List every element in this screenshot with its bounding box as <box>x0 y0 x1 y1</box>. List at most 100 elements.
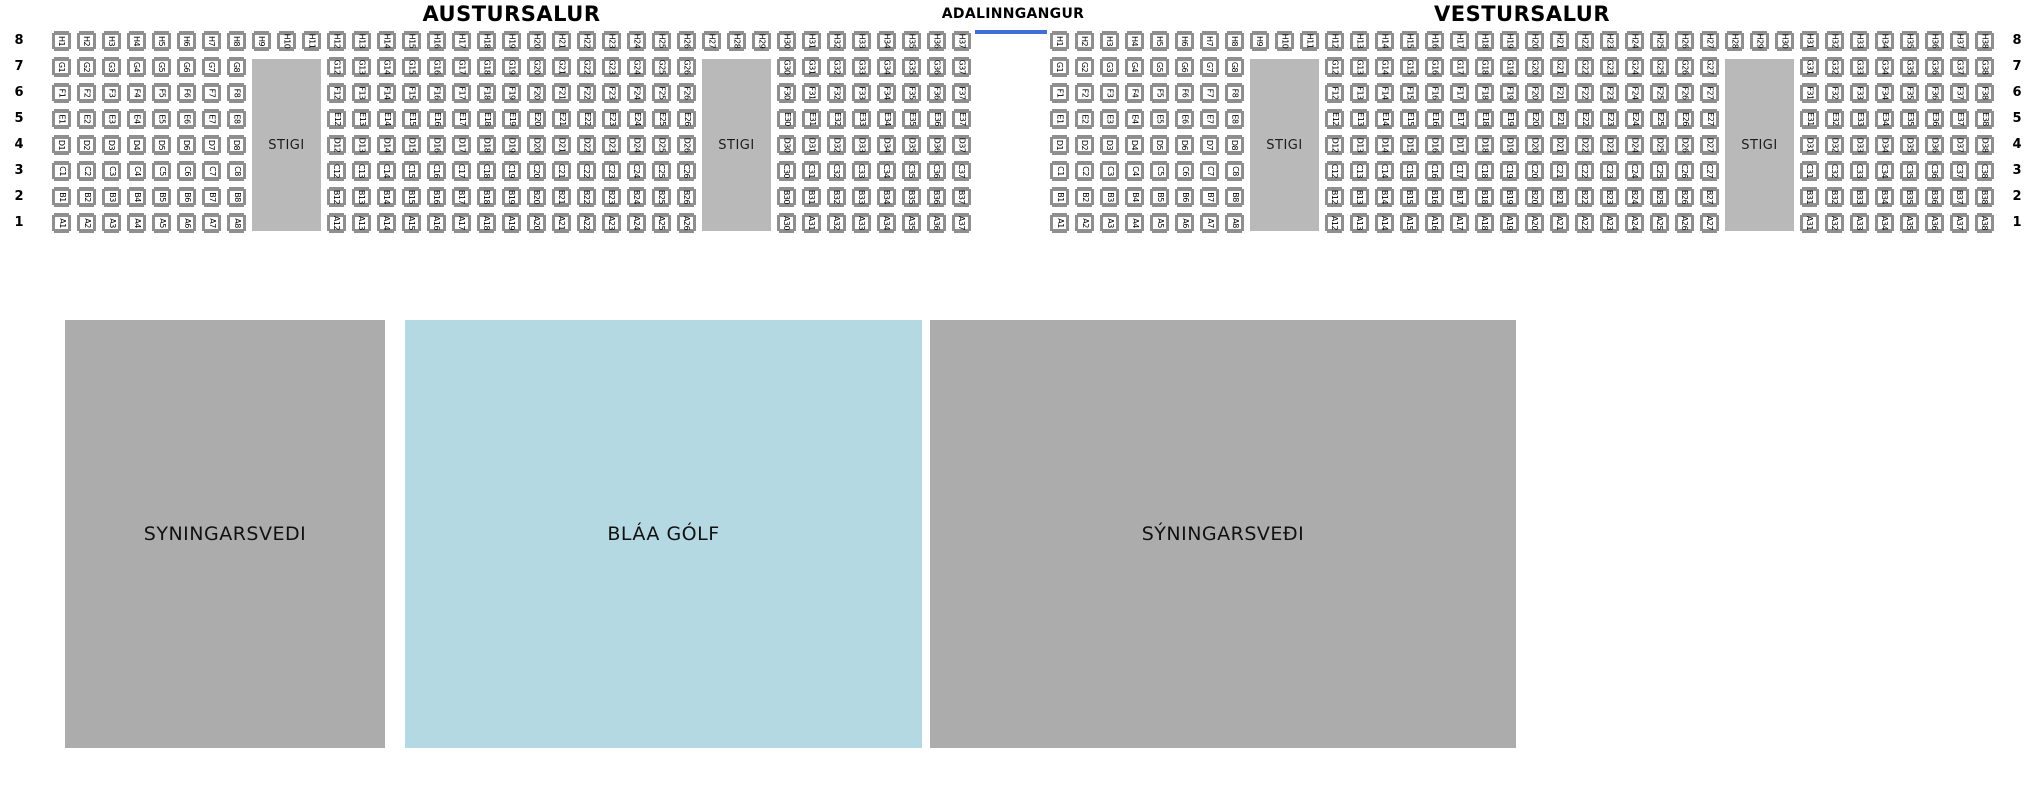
seat-H12[interactable]: H12 <box>1325 31 1344 51</box>
seat-G13[interactable]: G13 <box>352 57 371 77</box>
seat-H32[interactable]: H32 <box>1825 31 1844 51</box>
seat-H23[interactable]: H23 <box>1600 31 1619 51</box>
seat-A33[interactable]: A33 <box>1850 213 1869 233</box>
seat-G21[interactable]: G21 <box>1550 57 1569 77</box>
seat-D33[interactable]: D33 <box>852 135 871 155</box>
seat-G12[interactable]: G12 <box>1325 57 1344 77</box>
seat-H1[interactable]: H1 <box>1050 31 1069 51</box>
seat-H28[interactable]: H28 <box>727 31 746 51</box>
seat-C18[interactable]: C18 <box>1475 161 1494 181</box>
seat-B13[interactable]: B13 <box>1350 187 1369 207</box>
seat-C20[interactable]: C20 <box>1525 161 1544 181</box>
seat-F35[interactable]: F35 <box>1900 83 1919 103</box>
seat-C22[interactable]: C22 <box>1575 161 1594 181</box>
seat-E30[interactable]: E30 <box>777 109 796 129</box>
seat-G31[interactable]: G31 <box>1800 57 1819 77</box>
seat-H29[interactable]: H29 <box>1750 31 1769 51</box>
seat-A22[interactable]: A22 <box>577 213 596 233</box>
seat-H18[interactable]: H18 <box>477 31 496 51</box>
seat-C3[interactable]: C3 <box>102 161 121 181</box>
seat-H6[interactable]: H6 <box>177 31 196 51</box>
seat-A25[interactable]: A25 <box>652 213 671 233</box>
seat-E14[interactable]: E14 <box>377 109 396 129</box>
seat-B25[interactable]: B25 <box>652 187 671 207</box>
seat-F32[interactable]: F32 <box>827 83 846 103</box>
seat-C33[interactable]: C33 <box>1850 161 1869 181</box>
seat-F4[interactable]: F4 <box>1125 83 1144 103</box>
seat-G3[interactable]: G3 <box>102 57 121 77</box>
seat-E17[interactable]: E17 <box>452 109 471 129</box>
seat-H32[interactable]: H32 <box>827 31 846 51</box>
seat-G4[interactable]: G4 <box>127 57 146 77</box>
seat-D15[interactable]: D15 <box>1400 135 1419 155</box>
seat-E12[interactable]: E12 <box>1325 109 1344 129</box>
seat-D25[interactable]: D25 <box>1650 135 1669 155</box>
seat-E1[interactable]: E1 <box>1050 109 1069 129</box>
seat-C8[interactable]: C8 <box>227 161 246 181</box>
seat-A8[interactable]: A8 <box>1225 213 1244 233</box>
seat-A13[interactable]: A13 <box>352 213 371 233</box>
seat-E23[interactable]: E23 <box>1600 109 1619 129</box>
seat-E5[interactable]: E5 <box>152 109 171 129</box>
seat-E26[interactable]: E26 <box>1675 109 1694 129</box>
seat-D12[interactable]: D12 <box>1325 135 1344 155</box>
seat-E22[interactable]: E22 <box>577 109 596 129</box>
seat-A37[interactable]: A37 <box>952 213 971 233</box>
seat-G19[interactable]: G19 <box>502 57 521 77</box>
seat-F18[interactable]: F18 <box>1475 83 1494 103</box>
seat-C16[interactable]: C16 <box>427 161 446 181</box>
seat-H31[interactable]: H31 <box>1800 31 1819 51</box>
seat-B36[interactable]: B36 <box>927 187 946 207</box>
seat-G15[interactable]: G15 <box>1400 57 1419 77</box>
seat-C6[interactable]: C6 <box>177 161 196 181</box>
seat-H2[interactable]: H2 <box>1075 31 1094 51</box>
seat-B30[interactable]: B30 <box>777 187 796 207</box>
seat-F31[interactable]: F31 <box>802 83 821 103</box>
seat-F15[interactable]: F15 <box>1400 83 1419 103</box>
seat-C32[interactable]: C32 <box>827 161 846 181</box>
seat-E13[interactable]: E13 <box>352 109 371 129</box>
seat-E38[interactable]: E38 <box>1975 109 1994 129</box>
seat-F13[interactable]: F13 <box>352 83 371 103</box>
seat-D3[interactable]: D3 <box>1100 135 1119 155</box>
seat-G36[interactable]: G36 <box>927 57 946 77</box>
seat-G23[interactable]: G23 <box>1600 57 1619 77</box>
seat-F8[interactable]: F8 <box>1225 83 1244 103</box>
seat-G31[interactable]: G31 <box>802 57 821 77</box>
seat-A17[interactable]: A17 <box>452 213 471 233</box>
seat-D4[interactable]: D4 <box>127 135 146 155</box>
seat-B19[interactable]: B19 <box>1500 187 1519 207</box>
seat-A25[interactable]: A25 <box>1650 213 1669 233</box>
seat-F21[interactable]: F21 <box>552 83 571 103</box>
seat-F7[interactable]: F7 <box>1200 83 1219 103</box>
seat-G3[interactable]: G3 <box>1100 57 1119 77</box>
seat-B2[interactable]: B2 <box>1075 187 1094 207</box>
seat-F35[interactable]: F35 <box>902 83 921 103</box>
seat-G1[interactable]: G1 <box>1050 57 1069 77</box>
seat-E21[interactable]: E21 <box>1550 109 1569 129</box>
seat-B34[interactable]: B34 <box>1875 187 1894 207</box>
seat-B16[interactable]: B16 <box>427 187 446 207</box>
seat-G27[interactable]: G27 <box>1700 57 1719 77</box>
seat-H16[interactable]: H16 <box>1425 31 1444 51</box>
seat-G24[interactable]: G24 <box>1625 57 1644 77</box>
seat-B4[interactable]: B4 <box>1125 187 1144 207</box>
seat-A15[interactable]: A15 <box>402 213 421 233</box>
seat-E20[interactable]: E20 <box>1525 109 1544 129</box>
seat-C23[interactable]: C23 <box>602 161 621 181</box>
seat-A33[interactable]: A33 <box>852 213 871 233</box>
seat-F22[interactable]: F22 <box>577 83 596 103</box>
seat-F1[interactable]: F1 <box>52 83 71 103</box>
seat-D34[interactable]: D34 <box>877 135 896 155</box>
seat-D33[interactable]: D33 <box>1850 135 1869 155</box>
seat-A1[interactable]: A1 <box>52 213 71 233</box>
seat-G16[interactable]: G16 <box>1425 57 1444 77</box>
seat-C19[interactable]: C19 <box>1500 161 1519 181</box>
seat-H4[interactable]: H4 <box>1125 31 1144 51</box>
seat-D18[interactable]: D18 <box>477 135 496 155</box>
seat-C15[interactable]: C15 <box>1400 161 1419 181</box>
seat-G35[interactable]: G35 <box>902 57 921 77</box>
seat-D22[interactable]: D22 <box>1575 135 1594 155</box>
seat-G37[interactable]: G37 <box>1950 57 1969 77</box>
seat-D14[interactable]: D14 <box>377 135 396 155</box>
